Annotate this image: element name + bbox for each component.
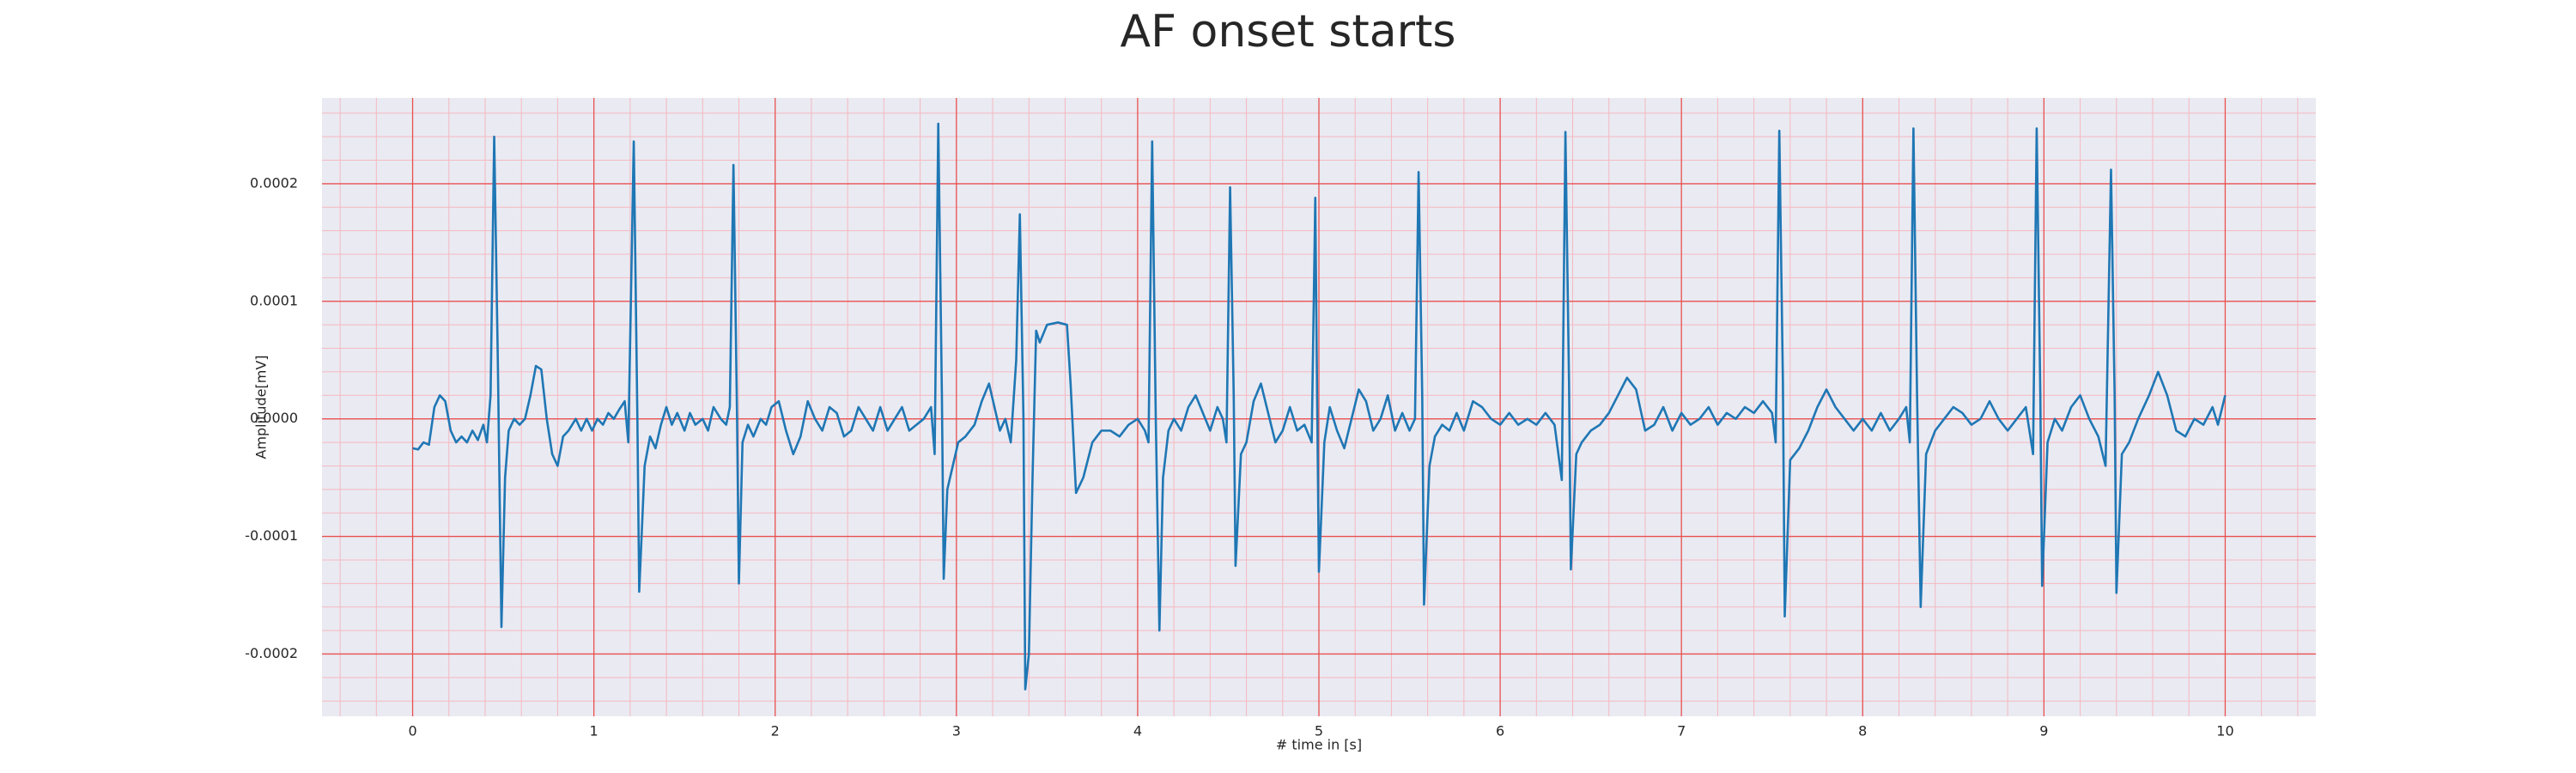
chart-title: AF onset starts [1121, 6, 1456, 58]
x-tick-label: 1 [590, 723, 598, 740]
y-tick-label: 0.0000 [250, 410, 298, 426]
x-tick-label: 8 [1858, 723, 1867, 740]
signal-line [412, 122, 2227, 691]
y-tick-label: 0.0002 [250, 174, 298, 191]
x-tick-label: 9 [2039, 723, 2048, 740]
y-tick-label: -0.0001 [245, 527, 298, 544]
x-tick-label: 7 [1677, 723, 1686, 740]
x-tick-label: 2 [771, 723, 780, 740]
x-tick-label: 4 [1133, 723, 1142, 740]
y-tick-label: 0.0001 [250, 292, 298, 308]
y-axis-label: Amplitude[mV] [253, 355, 270, 459]
x-tick-label: 5 [1315, 723, 1323, 740]
x-tick-label: 3 [952, 723, 961, 740]
x-tick-label: 6 [1496, 723, 1504, 740]
x-tick-label: 10 [2216, 723, 2233, 740]
y-tick-label: -0.0002 [245, 645, 298, 661]
x-axis-label: # time in [s] [1276, 737, 1362, 753]
x-tick-label: 0 [408, 723, 416, 740]
